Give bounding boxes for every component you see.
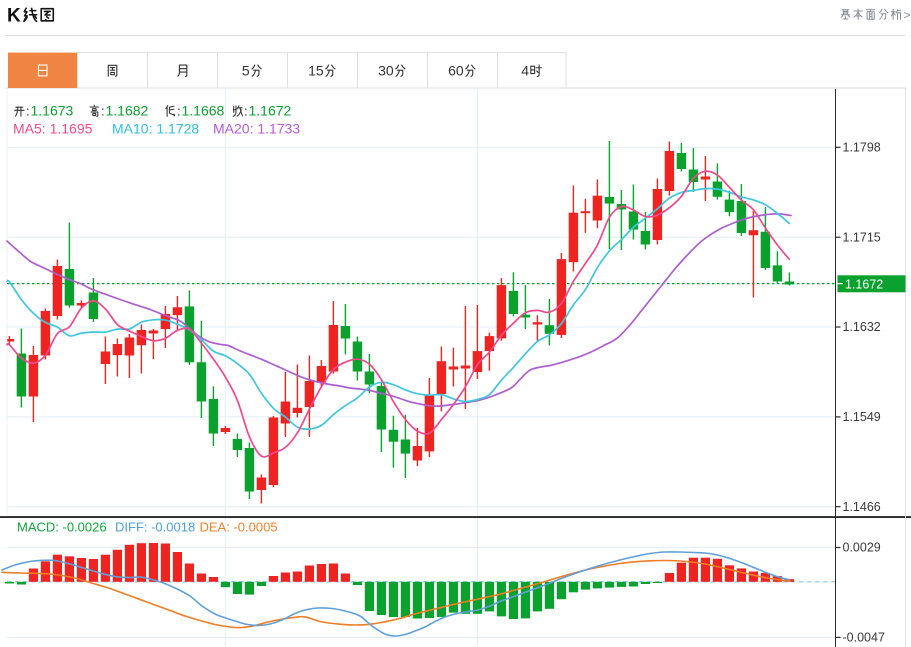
- svg-text:MA20: 1.1733: MA20: 1.1733: [213, 121, 300, 137]
- svg-text:MA5: 1.1695: MA5: 1.1695: [13, 121, 93, 137]
- svg-text:5: 5: [242, 62, 250, 78]
- svg-text:4: 4: [521, 62, 529, 78]
- svg-text:1.1682: 1.1682: [106, 103, 149, 119]
- svg-text:MACD: -0.0026: MACD: -0.0026: [17, 520, 107, 535]
- svg-text::: :: [177, 104, 181, 119]
- svg-text::: :: [26, 104, 30, 119]
- svg-text:DIFF: -0.0018: DIFF: -0.0018: [115, 520, 195, 535]
- svg-text::: :: [101, 104, 105, 119]
- svg-text:-0.0047: -0.0047: [843, 631, 885, 645]
- svg-text:1.1672: 1.1672: [249, 103, 292, 119]
- svg-text:15: 15: [308, 62, 324, 78]
- svg-text:1.1798: 1.1798: [843, 141, 881, 155]
- svg-text:0.0029: 0.0029: [843, 541, 881, 555]
- svg-text:DEA: -0.0005: DEA: -0.0005: [200, 520, 278, 535]
- svg-text:1.1466: 1.1466: [843, 500, 881, 514]
- svg-text:30: 30: [378, 62, 394, 78]
- svg-text:1.1549: 1.1549: [843, 410, 881, 424]
- svg-text:1.1715: 1.1715: [843, 230, 881, 244]
- svg-text:1.1672: 1.1672: [845, 277, 883, 291]
- svg-text:1.1632: 1.1632: [843, 320, 881, 334]
- svg-text:1.1673: 1.1673: [31, 103, 74, 119]
- svg-text:>: >: [904, 8, 911, 22]
- svg-text:1.1668: 1.1668: [182, 103, 225, 119]
- svg-text::: :: [244, 104, 248, 119]
- svg-text:MA10: 1.1728: MA10: 1.1728: [112, 121, 199, 137]
- svg-text:60: 60: [448, 62, 464, 78]
- svg-text:K: K: [7, 6, 21, 27]
